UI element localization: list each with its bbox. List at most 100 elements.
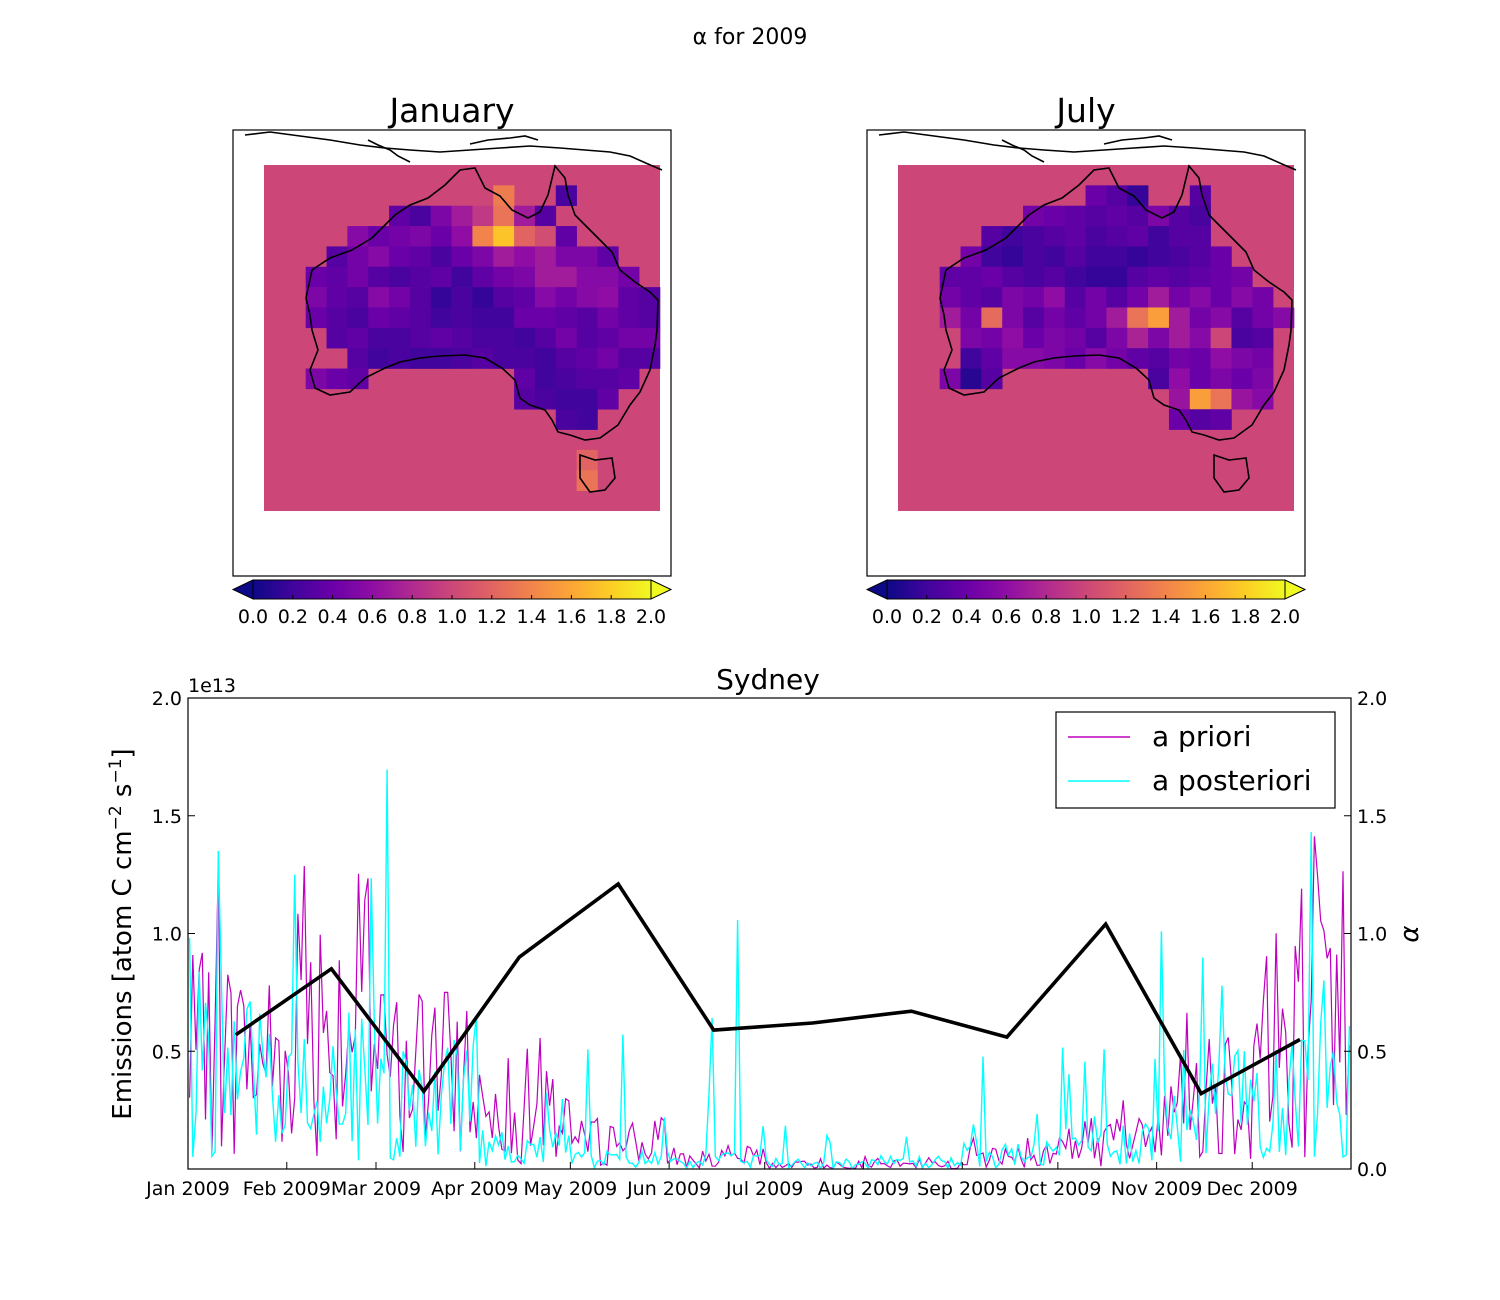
heatmap-cell bbox=[368, 348, 390, 369]
colorbar-tick-label: 0.2 bbox=[278, 606, 308, 628]
heatmap-cell bbox=[1252, 327, 1274, 349]
heatmap-cell bbox=[430, 266, 452, 288]
x-axis-ticks: Jan 2009 Feb 2009 Mar 2009 Apr 2009 May 2009… bbox=[145, 1162, 1298, 1200]
heatmap-cell bbox=[1023, 287, 1045, 308]
heatmap-cell bbox=[1210, 327, 1232, 349]
heatmap-cell bbox=[1231, 388, 1253, 410]
heatmap-cell bbox=[1064, 287, 1086, 308]
heatmap-cell bbox=[1273, 307, 1295, 329]
heatmap-cell bbox=[555, 307, 577, 329]
heatmap-cell bbox=[1106, 226, 1128, 247]
heatmap-cell bbox=[1210, 388, 1232, 410]
coastline-july bbox=[878, 131, 1297, 493]
heatmap-cell bbox=[451, 327, 473, 349]
heatmap-cell bbox=[981, 368, 1003, 390]
heatmap-cell bbox=[1127, 246, 1149, 268]
heatmap-cell bbox=[639, 307, 661, 329]
heatmap-cell bbox=[514, 246, 536, 268]
heatmap-cell bbox=[555, 287, 577, 308]
heatmap-cell bbox=[981, 226, 1003, 247]
heatmap-cell bbox=[1023, 327, 1045, 349]
heatmap-cell bbox=[368, 307, 390, 329]
heatmap-cell bbox=[326, 287, 348, 308]
heatmap-cell bbox=[1043, 246, 1066, 268]
x-tick-label: Nov 2009 bbox=[1111, 1178, 1202, 1200]
heatmap-cell bbox=[514, 368, 536, 390]
heatmap-cell bbox=[1106, 205, 1128, 227]
y-tick-label-right: 1.0 bbox=[1357, 924, 1387, 946]
heatmap-cell bbox=[960, 327, 982, 349]
heatmap-cell bbox=[1064, 226, 1086, 247]
heatmap-cell bbox=[472, 246, 494, 268]
heatmap-cell bbox=[1210, 368, 1232, 390]
y-tick-label-left: 1.5 bbox=[152, 806, 182, 828]
heatmap-cell bbox=[576, 246, 598, 268]
heatmap-cell bbox=[1168, 409, 1191, 430]
heatmap-cell bbox=[1002, 287, 1024, 308]
heatmap-cell bbox=[389, 307, 411, 329]
heatmap-cell bbox=[618, 368, 640, 390]
heatmap-cell bbox=[409, 205, 432, 227]
heatmap-cell bbox=[960, 307, 982, 329]
heatmap-cell bbox=[576, 409, 598, 430]
y-tick-label-left: 1.0 bbox=[152, 924, 182, 946]
heatmap-cell bbox=[1085, 287, 1107, 308]
heatmap-cell bbox=[981, 327, 1003, 349]
colorbar-ticks-july: 0.0 0.2 0.4 0.6 0.8 1.0 1.2 1.4 1.6 1.8 2.0 bbox=[872, 595, 1300, 628]
heatmap-cell bbox=[1148, 368, 1170, 390]
heatmap-cell bbox=[1189, 348, 1211, 369]
timeseries-panel: Sydney 1e13 0.5 1.0 1.5 2.0 0.0 0.5 1.0 1.5 2.0… bbox=[106, 663, 1425, 1200]
heatmap-cell bbox=[1064, 246, 1086, 268]
heatmap-cell bbox=[1085, 246, 1107, 268]
heatmap-cell bbox=[1085, 266, 1107, 288]
heatmap-cell bbox=[1085, 307, 1107, 329]
map-title-july: July bbox=[1054, 91, 1115, 130]
heatmap-cell bbox=[1043, 266, 1066, 288]
x-tick-label: Aug 2009 bbox=[818, 1178, 910, 1200]
heatmap-cell bbox=[347, 368, 369, 390]
colorbar-tick-label: 0.6 bbox=[991, 606, 1021, 628]
heatmap-cell bbox=[960, 287, 982, 308]
heatmap-cell bbox=[451, 266, 473, 288]
heatmap-cell bbox=[534, 327, 557, 349]
colorbar-tick-label: 0.0 bbox=[238, 606, 268, 628]
series-line-alpha bbox=[234, 881, 1301, 1097]
heatmap-cell bbox=[347, 307, 369, 329]
heatmap-cell bbox=[430, 348, 452, 369]
heatmap-cell bbox=[1085, 226, 1107, 247]
colorbar-tick-label: 1.0 bbox=[437, 606, 467, 628]
heatmap-cell bbox=[493, 246, 515, 268]
heatmap-cell bbox=[1106, 327, 1128, 349]
heatmap-cell bbox=[1210, 348, 1232, 369]
heatmap-cell bbox=[1252, 388, 1274, 410]
heatmap-cell bbox=[326, 246, 348, 268]
heatmap-cell bbox=[1231, 327, 1253, 349]
colorbar-tick-label: 0.8 bbox=[397, 606, 427, 628]
heatmap-cell bbox=[451, 287, 473, 308]
colorbar-tick-label: 1.2 bbox=[477, 606, 507, 628]
heatmap-cell bbox=[451, 205, 473, 227]
heatmap-cell bbox=[1127, 185, 1149, 206]
heatmap-cell bbox=[1127, 327, 1149, 349]
heatmap-cell bbox=[639, 348, 661, 369]
colorbar-extend-low-july bbox=[865, 579, 888, 600]
heatmap-cell bbox=[1148, 307, 1170, 329]
y-axis-left-label: Emissions [atom C cm−2 s−1] bbox=[106, 748, 138, 1119]
colorbar-tick-label: 1.8 bbox=[1230, 606, 1260, 628]
y-axis-right-ticks: 0.0 0.5 1.0 1.5 2.0 bbox=[1344, 688, 1387, 1181]
heatmap-cell bbox=[1064, 307, 1086, 329]
heatmap-cell bbox=[1023, 246, 1045, 268]
heatmap-cell bbox=[451, 246, 473, 268]
heatmap-cell bbox=[368, 327, 390, 349]
heatmap-cell bbox=[1043, 226, 1066, 247]
heatmap-cell bbox=[1002, 327, 1024, 349]
heatmap-cell bbox=[430, 246, 452, 268]
heatmap-cell bbox=[409, 226, 432, 247]
heatmap-cell bbox=[1210, 287, 1232, 308]
heatmap-cell bbox=[534, 266, 557, 288]
heatmap-cell bbox=[1189, 287, 1211, 308]
colorbar-tick-label: 0.4 bbox=[951, 606, 981, 628]
heatmap-cell bbox=[1106, 246, 1128, 268]
y-tick-label-left: 0.5 bbox=[152, 1041, 182, 1063]
heatmap-cell bbox=[1252, 287, 1274, 308]
